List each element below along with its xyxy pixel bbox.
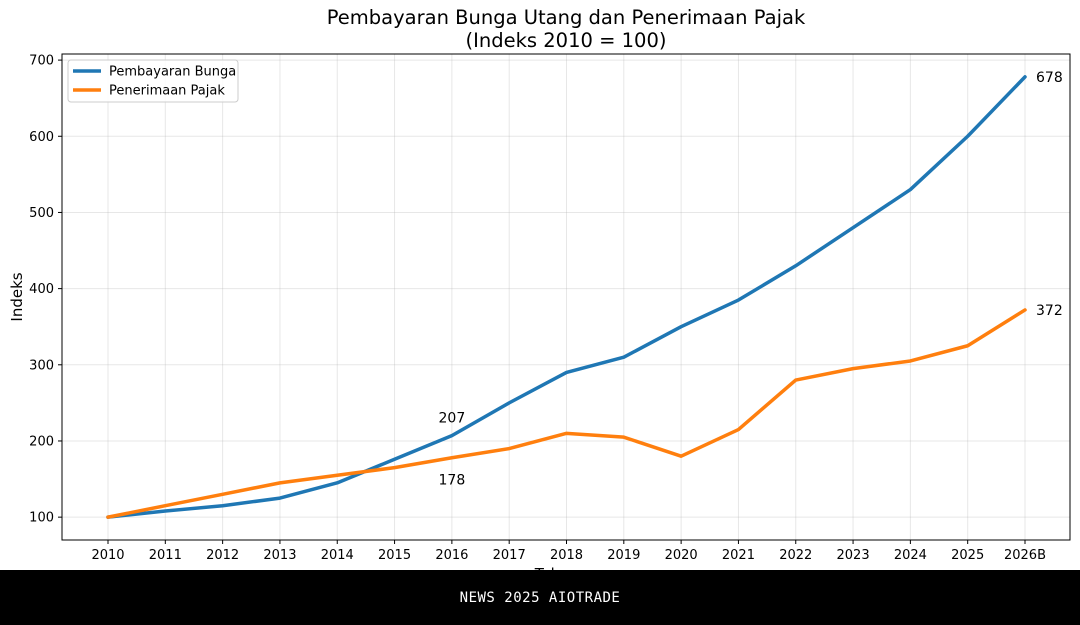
footer-banner: NEWS 2025 AIOTRADE xyxy=(0,570,1080,625)
x-tick-label-2012: 2012 xyxy=(206,548,239,563)
x-tick-label-2010: 2010 xyxy=(91,548,124,563)
y-tick-label-600: 600 xyxy=(29,130,54,145)
data-labels: 207 178 678 372 xyxy=(439,70,1063,489)
x-tick-label-2020: 2020 xyxy=(665,548,698,563)
data-label-372: 372 xyxy=(1036,303,1063,319)
chart-title-line-1: Pembayaran Bunga Utang dan Penerimaan Pa… xyxy=(327,6,806,29)
x-tick-label-2025: 2025 xyxy=(951,548,984,563)
legend-label-pembayaran-bunga: Pembayaran Bunga xyxy=(109,65,236,80)
y-tick-label-200: 200 xyxy=(29,434,54,449)
series-line-pembayaran-bunga xyxy=(106,75,1027,519)
y-tick-label-100: 100 xyxy=(29,511,54,526)
y-tick-label-300: 300 xyxy=(29,358,54,373)
data-label-207: 207 xyxy=(439,411,466,427)
x-tick-label-2026B: 2026B xyxy=(1004,548,1046,563)
chart-legend: Pembayaran Bunga Penerimaan Pajak xyxy=(67,59,239,103)
x-tick-label-2023: 2023 xyxy=(837,548,870,563)
legend-box xyxy=(67,59,239,103)
y-tick-label-400: 400 xyxy=(29,282,54,297)
series-lines xyxy=(106,75,1027,519)
series-line-penerimaan-pajak xyxy=(106,308,1027,519)
x-tick-label-2019: 2019 xyxy=(607,548,640,563)
x-tick-label-2016: 2016 xyxy=(435,548,468,563)
chart-title-line-2: (Indeks 2010 = 100) xyxy=(466,29,667,52)
x-axis-ticks: 2010 2011 2012 2013 2014 2015 2016 2017 2018 2019… xyxy=(91,540,1046,563)
y-tick-label-500: 500 xyxy=(29,206,54,221)
x-tick-label-2017: 2017 xyxy=(493,548,526,563)
y-tick-label-700: 700 xyxy=(29,54,54,69)
data-label-678: 678 xyxy=(1036,70,1063,86)
footer-text: NEWS 2025 AIOTRADE xyxy=(459,589,621,606)
x-tick-label-2013: 2013 xyxy=(263,548,296,563)
x-tick-label-2011: 2011 xyxy=(149,548,182,563)
x-tick-label-2014: 2014 xyxy=(321,548,354,563)
x-tick-label-2018: 2018 xyxy=(550,548,583,563)
y-axis-label: Indeks xyxy=(8,272,26,321)
x-tick-label-2021: 2021 xyxy=(722,548,755,563)
legend-label-penerimaan-pajak: Penerimaan Pajak xyxy=(109,84,225,99)
data-label-178: 178 xyxy=(439,473,466,489)
x-tick-label-2015: 2015 xyxy=(378,548,411,563)
x-tick-label-2024: 2024 xyxy=(894,548,927,563)
y-axis-ticks: 100 200 300 400 500 600 700 xyxy=(29,54,62,526)
x-tick-label-2022: 2022 xyxy=(779,548,812,563)
